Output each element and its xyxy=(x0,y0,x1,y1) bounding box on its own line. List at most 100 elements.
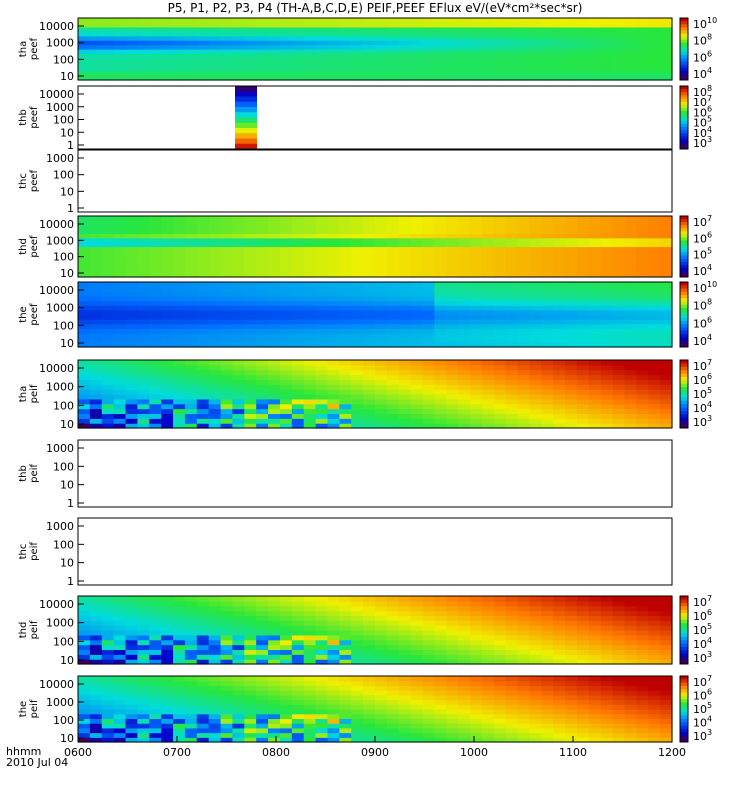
heatmap-cell xyxy=(291,53,305,59)
heatmap-cell xyxy=(220,309,234,316)
heatmap-cell xyxy=(351,305,364,311)
heatmap-cell xyxy=(149,605,162,612)
heatmap-cell xyxy=(149,699,162,705)
heatmap-cell xyxy=(291,384,305,390)
heatmap-cell xyxy=(517,709,531,715)
heatmap-cell xyxy=(327,369,340,376)
heatmap-cell xyxy=(493,605,507,612)
heatmap-cell xyxy=(517,610,531,617)
heatmap-cell xyxy=(636,659,649,665)
heatmap-cell xyxy=(612,389,626,395)
heatmap-cell xyxy=(220,323,234,330)
heatmap-cell xyxy=(173,246,186,252)
colorbar-cell xyxy=(680,27,688,31)
heatmap-cell xyxy=(363,233,376,239)
heatmap-cell xyxy=(446,389,459,395)
heatmap-cell xyxy=(208,40,222,46)
heatmap-cell xyxy=(529,300,542,306)
heatmap-cell xyxy=(101,418,115,424)
heatmap-cell xyxy=(113,723,127,729)
heatmap-cell xyxy=(78,57,91,63)
heatmap-cell xyxy=(660,620,673,626)
heatmap-cell xyxy=(220,727,234,734)
heatmap-cell xyxy=(529,26,542,32)
heatmap-cell xyxy=(268,374,281,381)
heatmap-cell xyxy=(113,314,127,320)
heatmap-cell xyxy=(125,680,138,687)
heatmap-cell xyxy=(232,75,245,81)
heatmap-cell xyxy=(505,709,519,715)
heatmap-cell xyxy=(375,75,388,81)
heatmap-cell xyxy=(529,690,542,696)
heatmap-cell xyxy=(351,286,364,292)
heatmap-cell xyxy=(541,263,554,269)
heatmap-cell xyxy=(612,659,626,665)
heatmap-cell xyxy=(244,605,257,612)
heatmap-cell xyxy=(101,319,115,325)
colorbar-cell xyxy=(680,130,688,134)
heatmap-cell xyxy=(268,615,281,621)
heatmap-cell xyxy=(481,389,495,395)
heatmap-cell xyxy=(173,300,186,306)
heatmap-cell xyxy=(470,704,483,710)
heatmap-cell xyxy=(101,62,115,68)
heatmap-cell xyxy=(173,282,186,288)
heatmap-cell xyxy=(268,709,281,715)
heatmap-cell xyxy=(600,374,614,381)
heatmap-cell xyxy=(529,605,542,612)
heatmap-cell xyxy=(208,233,222,239)
heatmap-cell xyxy=(553,634,566,641)
heatmap-cell xyxy=(315,291,329,297)
heatmap-cell xyxy=(517,634,531,641)
heatmap-cell xyxy=(303,605,317,612)
heatmap-cell xyxy=(149,690,162,696)
heatmap-cell xyxy=(125,398,138,405)
colorbar-cell xyxy=(680,270,688,275)
heatmap-cell xyxy=(541,369,554,376)
heatmap-cell xyxy=(173,605,186,612)
heatmap-cell xyxy=(529,319,542,325)
heatmap-cell xyxy=(398,615,412,621)
heatmap-cell xyxy=(173,49,186,55)
heatmap-cell xyxy=(78,237,91,243)
heatmap-cell xyxy=(553,44,566,50)
heatmap-cell xyxy=(529,699,542,705)
heatmap-cell xyxy=(446,659,459,665)
heatmap-cell xyxy=(339,605,352,612)
colorbar-cell xyxy=(680,397,688,402)
heatmap-cell xyxy=(553,379,566,385)
heatmap-cell xyxy=(78,246,91,252)
heatmap-cell xyxy=(600,62,614,68)
heatmap-cell xyxy=(493,620,507,626)
heatmap-cell xyxy=(398,263,412,269)
heatmap-cell xyxy=(208,737,222,743)
heatmap-cell xyxy=(541,634,554,641)
heatmap-cell xyxy=(481,291,495,297)
heatmap-cell xyxy=(660,732,673,738)
heatmap-cell xyxy=(553,694,566,701)
heatmap-cell xyxy=(208,259,222,265)
heatmap-cell xyxy=(351,423,364,429)
heatmap-cell xyxy=(481,342,495,348)
heatmap-cell xyxy=(351,237,364,243)
heatmap-cell xyxy=(256,323,269,330)
heatmap-cell xyxy=(541,49,554,55)
heatmap-cell xyxy=(208,713,222,720)
heatmap-cell xyxy=(470,40,483,46)
heatmap-cell xyxy=(256,408,269,415)
heatmap-cell xyxy=(375,644,388,651)
heatmap-cell xyxy=(244,314,257,320)
heatmap-cell xyxy=(553,295,566,302)
heatmap-cell xyxy=(517,259,531,265)
heatmap-cell xyxy=(315,216,329,221)
heatmap-cell xyxy=(173,690,186,696)
heatmap-cell xyxy=(137,75,150,81)
heatmap-cell xyxy=(351,272,364,278)
heatmap-cell xyxy=(137,216,150,221)
heatmap-cell xyxy=(315,418,329,424)
heatmap-cell xyxy=(458,71,471,77)
heatmap-cell xyxy=(101,398,115,405)
heatmap-cell xyxy=(588,35,602,41)
heatmap-cell xyxy=(565,233,578,239)
heatmap-cell xyxy=(612,610,626,617)
